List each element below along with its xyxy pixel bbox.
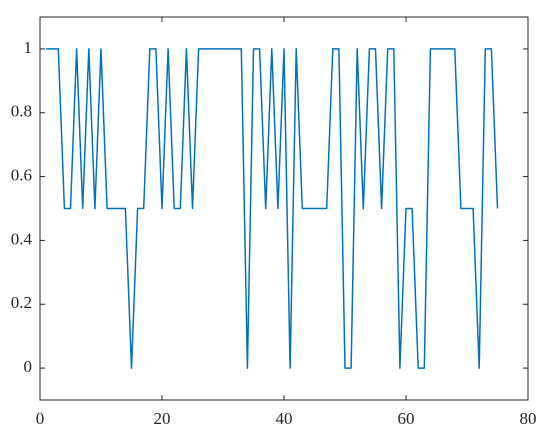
y-tick-label: 0.4 [11, 229, 33, 248]
x-tick-label: 20 [154, 409, 171, 428]
y-tick-label: 0.2 [11, 293, 32, 312]
x-tick-label: 40 [276, 409, 293, 428]
x-tick-label: 0 [36, 409, 45, 428]
x-tick-label: 80 [520, 409, 537, 428]
x-tick-label: 60 [398, 409, 415, 428]
y-tick-label: 1 [24, 38, 33, 57]
y-tick-label: 0.8 [11, 102, 32, 121]
line [46, 48, 499, 369]
y-tick-label: 0 [24, 357, 33, 376]
y-tick-label: 0.6 [11, 165, 32, 184]
